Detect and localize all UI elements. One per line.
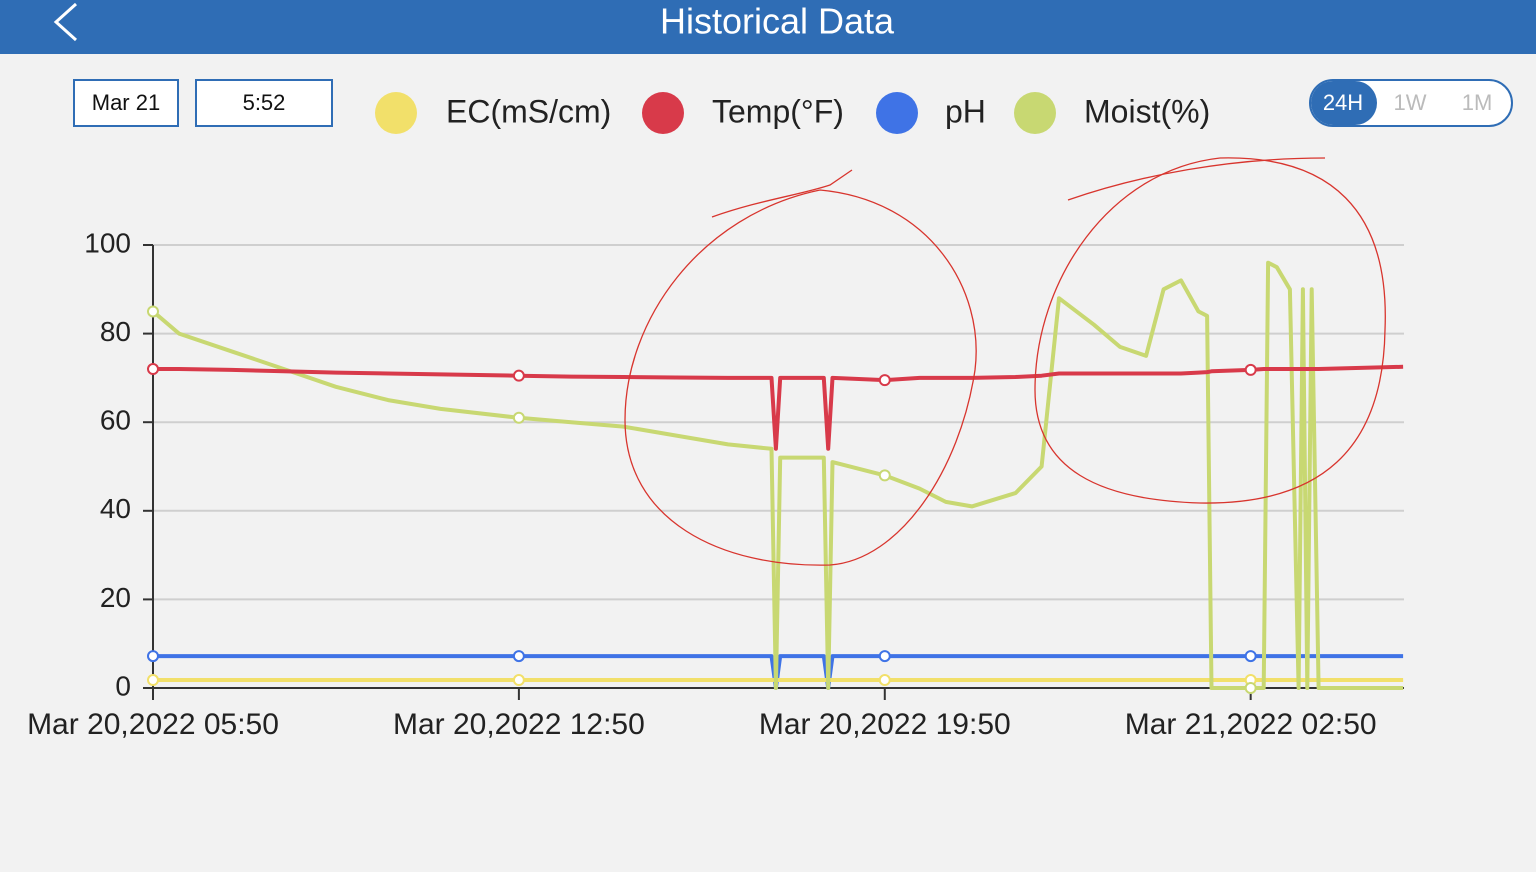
series-line <box>153 654 1404 690</box>
point-marker <box>512 369 525 382</box>
annotation-stroke <box>1067 157 1326 201</box>
point-marker <box>878 674 891 687</box>
legend-label: Moist(%) <box>1084 93 1210 129</box>
legend: EC(mS/cm) Temp(°F) pH Moist(%) <box>375 92 1210 134</box>
point-marker <box>878 374 891 387</box>
point-marker <box>1244 650 1257 663</box>
x-tick-label: Mar 20,2022 05:50 <box>27 708 279 741</box>
legend-swatch <box>1014 92 1056 134</box>
legend-label: Temp(°F) <box>712 93 844 129</box>
y-tick-label: 80 <box>100 316 131 347</box>
point-marker <box>878 469 891 482</box>
range-option[interactable]: 1W <box>1394 90 1427 115</box>
point-marker <box>147 674 159 687</box>
x-tick-label: Mar 21,2022 02:50 <box>1125 708 1377 741</box>
back-button[interactable] <box>53 2 78 42</box>
legend-label: pH <box>945 93 986 129</box>
point-marker <box>147 363 159 376</box>
legend-swatch <box>876 92 918 134</box>
y-tick-label: 0 <box>115 670 131 701</box>
annotation-circle <box>624 189 977 566</box>
y-tick-label: 40 <box>100 493 131 524</box>
legend-label: EC(mS/cm) <box>446 93 611 129</box>
point-marker <box>1244 363 1257 376</box>
annotation-stroke <box>711 169 853 218</box>
point-marker <box>512 411 525 424</box>
range-option[interactable]: 24H <box>1323 90 1363 115</box>
point-marker <box>1244 682 1257 694</box>
series-line <box>151 260 1404 690</box>
annotations <box>624 157 1386 566</box>
legend-swatch <box>375 92 417 134</box>
range-option[interactable]: 1M <box>1462 90 1493 115</box>
header-bar <box>0 0 1536 54</box>
chart: 0 20 40 60 80 100 Mar 20,2022 05:50 Mar 20,2022… <box>27 227 1404 741</box>
y-tick-label: 100 <box>84 227 131 258</box>
time-text: 5:52 <box>243 90 286 115</box>
range-options: 24H 1W 1M <box>1311 81 1492 125</box>
point-marker <box>512 674 525 687</box>
x-tick-label: Mar 20,2022 19:50 <box>759 708 1011 741</box>
y-tick-label: 60 <box>100 405 131 436</box>
x-tick-label: Mar 20,2022 12:50 <box>393 708 645 741</box>
legend-swatch <box>642 92 684 134</box>
date-text: Mar 21 <box>92 90 160 115</box>
point-marker <box>512 650 525 663</box>
series-line <box>153 364 1404 451</box>
annotation-circle <box>1034 157 1386 504</box>
time-field[interactable] <box>195 79 333 127</box>
point-marker <box>147 305 159 318</box>
y-tick-label: 20 <box>100 582 131 613</box>
header-title: Historical Data <box>660 1 895 42</box>
point-marker <box>147 650 159 663</box>
point-marker <box>878 650 891 663</box>
date-field[interactable] <box>73 79 179 127</box>
range-active-bg <box>1311 81 1377 125</box>
